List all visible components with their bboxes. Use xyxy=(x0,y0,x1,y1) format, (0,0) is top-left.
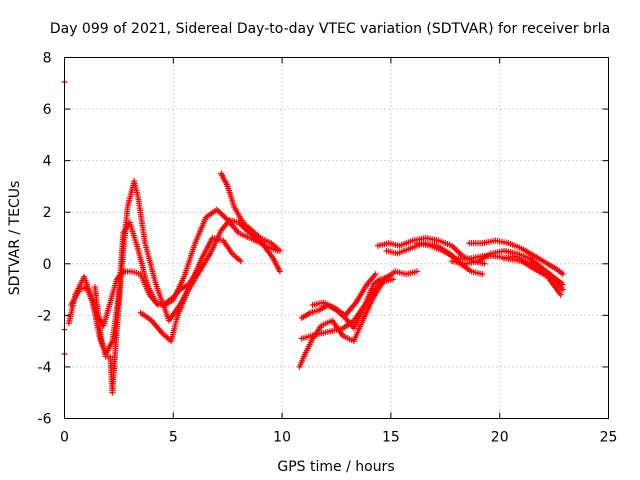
x-tick-label: 10 xyxy=(273,430,291,446)
point-marker xyxy=(559,271,566,278)
chart-title: Day 099 of 2021, Sidereal Day-to-day VTE… xyxy=(50,21,610,37)
point-marker xyxy=(390,276,397,283)
series-arc-10 xyxy=(374,235,488,267)
x-tick-label: 20 xyxy=(491,430,509,446)
series-arc-4 xyxy=(137,216,283,345)
x-tick-label: 0 xyxy=(60,430,69,446)
point-marker xyxy=(237,258,244,265)
series-arc-8 xyxy=(298,276,397,332)
y-tick-label: -4 xyxy=(38,360,52,376)
series-arc-5 xyxy=(218,170,283,254)
grid xyxy=(64,57,609,419)
point-marker xyxy=(372,271,379,278)
point-marker xyxy=(559,286,566,293)
data-series xyxy=(61,78,566,396)
point-marker xyxy=(276,268,283,275)
point-marker xyxy=(479,271,486,278)
series-arc-14 xyxy=(466,237,566,278)
series-arc-15 xyxy=(501,253,566,293)
y-tick-label: 4 xyxy=(43,154,52,170)
point-marker xyxy=(276,247,283,254)
y-tick-label: 0 xyxy=(43,257,52,273)
y-tick-label: -2 xyxy=(38,308,52,324)
x-tick-label: 15 xyxy=(382,430,400,446)
y-tick-label: 8 xyxy=(43,51,52,67)
plot-frame xyxy=(64,57,609,419)
y-tick-label: 6 xyxy=(43,102,52,118)
point-marker xyxy=(414,268,421,275)
point-marker xyxy=(557,291,564,298)
y-tick-label: -6 xyxy=(38,412,52,428)
x-tick-label: 25 xyxy=(600,430,618,446)
point-marker xyxy=(481,260,488,267)
y-tick-label: 2 xyxy=(43,205,52,221)
x-axis-title: GPS time / hours xyxy=(277,459,394,475)
x-tick-label: 5 xyxy=(169,430,178,446)
series-arc-9 xyxy=(309,271,379,319)
series-arc-1 xyxy=(65,268,201,329)
y-axis-title: SDTVAR / TECUs xyxy=(7,181,23,296)
